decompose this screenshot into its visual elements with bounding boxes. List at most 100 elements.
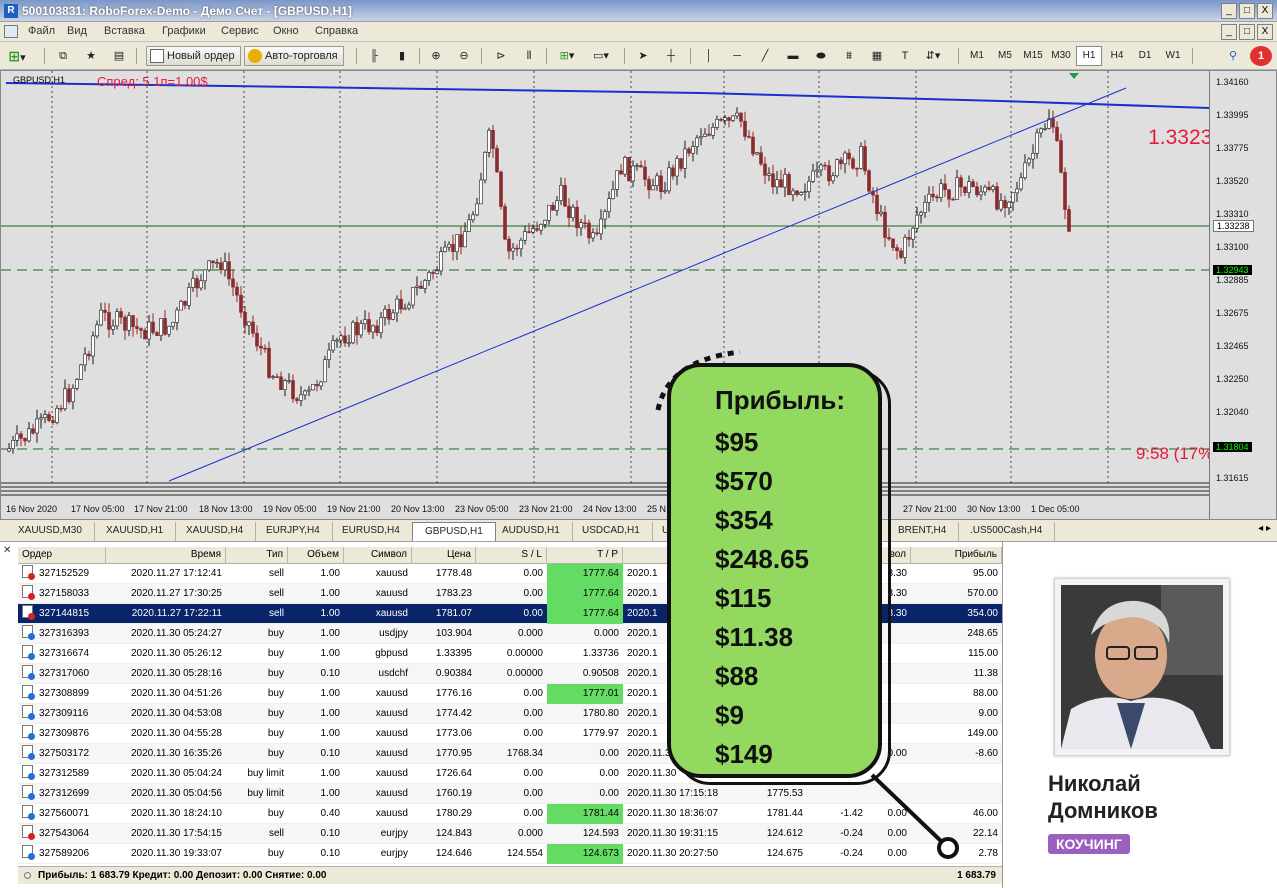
child-minimize-button[interactable]: _: [1221, 24, 1237, 40]
tab-eurusd-h4[interactable]: EURUSD,H4: [330, 522, 413, 541]
candle-body: [883, 211, 887, 238]
timeframe-d1[interactable]: D1: [1138, 50, 1152, 61]
minimize-button[interactable]: _: [1221, 3, 1237, 19]
menu-help[interactable]: Справка: [315, 25, 359, 37]
order-number: 327560071: [39, 808, 90, 819]
tab-xauusd-m30[interactable]: XAUUSD,M30: [6, 522, 95, 541]
favorites-icon[interactable]: ★: [86, 50, 96, 62]
tab-usdcad-h1[interactable]: USDCAD,H1: [570, 522, 653, 541]
close-button[interactable]: X: [1257, 3, 1273, 19]
timeframe-h1[interactable]: H1: [1076, 46, 1102, 66]
fibonacci-icon[interactable]: ⩩: [846, 50, 852, 62]
col-sl[interactable]: S / L: [476, 547, 547, 564]
text-icon[interactable]: T: [901, 50, 909, 62]
candle-body: [123, 316, 127, 331]
price-axis[interactable]: 1.34160 1.33995 1.33775 1.33520 1.33310 …: [1209, 71, 1276, 519]
order-row[interactable]: 327560071 2020.11.30 18:24:10 buy 0.40 xauus…: [18, 804, 1002, 824]
col-volume[interactable]: Объем: [288, 547, 344, 564]
candle-body: [551, 204, 555, 211]
auto-trading-button[interactable]: Авто-торговля: [244, 46, 344, 66]
tab-brent-h4[interactable]: BRENT,H4: [886, 522, 960, 541]
candlestick-icon[interactable]: ▮: [398, 50, 406, 62]
terminal-close-icon[interactable]: ✕: [3, 545, 12, 556]
menu-tools[interactable]: Сервис: [221, 25, 259, 37]
order-profit-cell: 2.78: [978, 848, 998, 859]
order-row[interactable]: 327312699 2020.11.30 05:04:56 buy limit 1.0…: [18, 784, 1002, 804]
order-row[interactable]: 327312589 2020.11.30 05:04:24 buy limit 1.0…: [18, 764, 1002, 784]
bar-chart-icon[interactable]: ╟: [370, 50, 378, 62]
col-time[interactable]: Время: [106, 547, 226, 564]
trendline-icon[interactable]: ╱: [761, 50, 769, 62]
tab-scroll-arrows-icon[interactable]: ◂ ▸: [1258, 523, 1271, 534]
col-price[interactable]: Цена: [412, 547, 476, 564]
price-chart[interactable]: GBPUSD,H1 Спред: 5 1п=1.00$ 1.33238 9:58…: [0, 70, 1277, 520]
child-restore-button[interactable]: □: [1239, 24, 1255, 40]
zoom-in-icon[interactable]: ⊕: [431, 50, 441, 62]
chart-window-icon[interactable]: [4, 25, 18, 38]
channel-icon[interactable]: ▦: [871, 50, 883, 62]
candle-body: [675, 158, 679, 177]
new-chart-icon[interactable]: ⊞▾: [8, 48, 26, 64]
col-profit[interactable]: Прибыль: [911, 547, 1002, 564]
indicators-icon[interactable]: ⊞▾: [559, 50, 575, 62]
new-order-button[interactable]: Новый ордер: [146, 46, 241, 66]
search-icon[interactable]: ⚲: [1228, 50, 1238, 62]
crosshair-icon[interactable]: ┼: [667, 50, 675, 62]
vertical-line-icon[interactable]: │: [705, 50, 713, 62]
menu-file[interactable]: Файл: [28, 25, 56, 37]
tab-eurjpy-h4[interactable]: EURJPY,H4: [254, 522, 333, 541]
y-tick: 1.32250: [1216, 374, 1249, 384]
col-swap[interactable]: вол: [867, 547, 911, 564]
maximize-button[interactable]: □: [1239, 3, 1255, 19]
timeframe-m30[interactable]: M30: [1051, 50, 1071, 61]
tab-xauusd-h4[interactable]: XAUUSD,H4: [174, 522, 257, 541]
candle-body: [983, 186, 987, 193]
timeframe-m5[interactable]: M5: [998, 50, 1012, 61]
rectangle-icon[interactable]: ▬: [787, 50, 799, 62]
menu-insert[interactable]: Вставка: [104, 25, 145, 37]
menu-charts[interactable]: Графики: [162, 25, 206, 37]
col-symbol[interactable]: Символ: [344, 547, 412, 564]
candle-body: [699, 136, 703, 139]
menu-view[interactable]: Вид: [67, 25, 87, 37]
zoom-out-icon[interactable]: ⊖: [459, 50, 469, 62]
order-tp-cell: 1777.01: [547, 684, 623, 704]
child-close-button[interactable]: X: [1257, 24, 1273, 40]
timeframe-m15[interactable]: M15: [1023, 50, 1043, 61]
cursor-icon[interactable]: ➤: [638, 50, 648, 62]
order-row[interactable]: 327309876 2020.11.30 04:55:28 buy 1.00 xauus…: [18, 724, 1002, 744]
order-row[interactable]: 327152529 2020.11.27 17:12:41 sell 1.00 xauu…: [18, 564, 1002, 584]
col-tp[interactable]: T / P: [547, 547, 623, 564]
notifications-badge[interactable]: 1: [1250, 46, 1272, 66]
order-cprice-cell: 124.612: [766, 828, 803, 839]
tab-xauusd-h1[interactable]: XAUUSD,H1: [94, 522, 177, 541]
col-type[interactable]: Тип: [226, 547, 288, 564]
candle-body: [643, 166, 647, 180]
templates-icon[interactable]: ▭▾: [593, 50, 609, 62]
market-watch-icon[interactable]: ▤: [113, 50, 125, 62]
col-order[interactable]: Ордер: [18, 547, 106, 564]
order-row[interactable]: 327543064 2020.11.30 17:54:15 sell 0.10 eurj…: [18, 824, 1002, 844]
order-row[interactable]: 327308899 2020.11.30 04:51:26 buy 1.00 xauus…: [18, 684, 1002, 704]
menu-window[interactable]: Окно: [273, 25, 299, 37]
order-row[interactable]: 327316674 2020.11.30 05:26:12 buy 1.00 gbpus…: [18, 644, 1002, 664]
order-time-cell: 2020.11.30 05:04:24: [130, 768, 222, 779]
chart-shift-icon[interactable]: ⊳: [496, 50, 506, 62]
timeframe-m1[interactable]: M1: [970, 50, 984, 61]
order-time-cell: 2020.11.30 05:26:12: [130, 648, 222, 659]
order-row[interactable]: 327589206 2020.11.30 19:33:07 buy 0.10 eurjp…: [18, 844, 1002, 864]
horizontal-line-icon[interactable]: ─: [733, 50, 741, 62]
profiles-icon[interactable]: ⧉: [59, 50, 67, 62]
tab-audusd-h1[interactable]: AUDUSD,H1: [490, 522, 573, 541]
autoscroll-icon[interactable]: ⫴: [526, 50, 532, 62]
ellipse-icon[interactable]: ⬬: [816, 50, 826, 62]
tab-gbpusd-h1[interactable]: GBPUSD,H1: [412, 522, 496, 541]
order-volume-cell: 1.00: [320, 688, 340, 699]
candle-body: [1039, 128, 1043, 134]
timeframe-w1[interactable]: W1: [1165, 50, 1181, 61]
order-time-cell: 2020.11.30 04:55:28: [130, 728, 222, 739]
tab-us500cash-h4[interactable]: .US500Cash,H4: [958, 522, 1056, 541]
order-number: 327316393: [39, 628, 90, 639]
arrows-icon[interactable]: ⇵▾: [925, 50, 941, 62]
timeframe-h4[interactable]: H4: [1110, 50, 1124, 61]
